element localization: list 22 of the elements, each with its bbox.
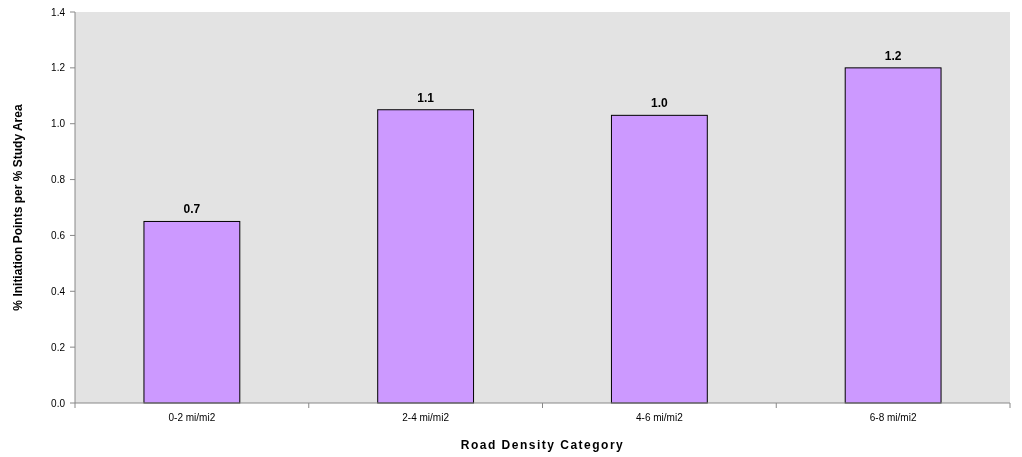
x-tick-label: 2-4 mi/mi2 xyxy=(402,412,450,423)
data-label: 1.2 xyxy=(884,48,902,63)
x-axis-title: Road Density Category xyxy=(460,438,625,452)
data-label: 1.0 xyxy=(651,96,669,111)
y-tick-label: 0.4 xyxy=(51,285,66,297)
y-tick-label: 0.0 xyxy=(51,397,66,409)
x-tick-label: 0-2 mi/mi2 xyxy=(168,412,216,423)
y-tick-label: 0.2 xyxy=(51,341,66,353)
bar xyxy=(610,114,708,404)
x-tick-label: 6-8 mi/mi2 xyxy=(869,412,917,423)
y-tick-label: 1.4 xyxy=(51,6,66,18)
data-label: 1.1 xyxy=(417,90,435,105)
y-axis-title: % Initiation Points per % Study Area xyxy=(11,104,25,311)
y-tick-label: 1.0 xyxy=(51,118,66,130)
bar xyxy=(844,67,942,404)
data-label: 0.7 xyxy=(183,202,201,217)
bar xyxy=(143,220,241,404)
x-tick-label: 4-6 mi/mi2 xyxy=(636,412,684,423)
y-tick-label: 0.8 xyxy=(51,174,66,186)
y-tick-label: 0.6 xyxy=(51,229,66,241)
y-tick-label: 1.2 xyxy=(51,62,66,74)
bar xyxy=(377,109,475,404)
